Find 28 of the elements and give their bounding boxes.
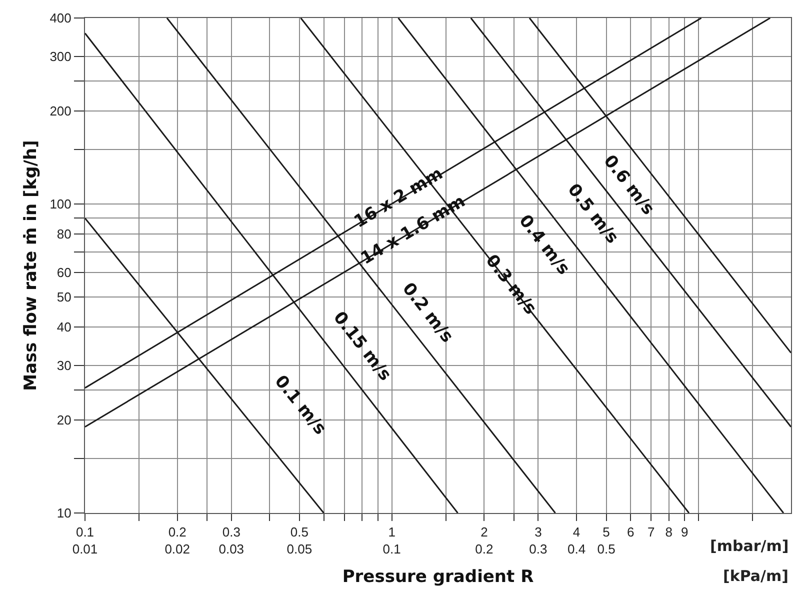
y-tick-label: 40: [56, 320, 72, 335]
y-axis-title: Mass flow rate ṁ in [kg/h]: [21, 140, 42, 391]
y-tick-label: 400: [50, 10, 72, 26]
x-tick-label: 6: [626, 524, 634, 540]
x-tick-label: 4 0.4: [568, 524, 586, 556]
y-tick-label: 20: [56, 412, 72, 428]
x-tick-label: 7: [647, 524, 655, 540]
y-tick-label: 100: [50, 196, 72, 212]
x-tick-label: 8: [665, 524, 673, 540]
text: [mbar/m]: [710, 537, 789, 555]
x-tick-label: 1 0.1: [382, 524, 401, 556]
y-tick-label: 10: [56, 506, 72, 521]
y-tick-label: 300: [50, 49, 72, 64]
y-tick-label: 50: [56, 290, 72, 305]
x-tick-label: 5 0.5: [597, 524, 616, 556]
y-tick-label: 60: [56, 265, 72, 280]
y-tick-label: 80: [56, 226, 72, 242]
x-tick-label: 0.1 0.01: [72, 524, 98, 556]
x-tick-label: 0.3 0.03: [218, 524, 244, 556]
text: [kPa/m]: [723, 567, 789, 585]
x-tick-label: 2 0.2: [475, 524, 494, 556]
x-axis-title: Pressure gradient R: [342, 566, 534, 587]
y-tick-label: 30: [56, 358, 72, 374]
y-tick-label: 200: [50, 104, 72, 119]
x-tick-label: 0.5 0.05: [286, 524, 312, 556]
x-tick-label: 0.2 0.02: [164, 524, 190, 556]
x-tick-label: 9: [680, 524, 688, 540]
x-tick-label: 3 0.3: [529, 524, 548, 556]
